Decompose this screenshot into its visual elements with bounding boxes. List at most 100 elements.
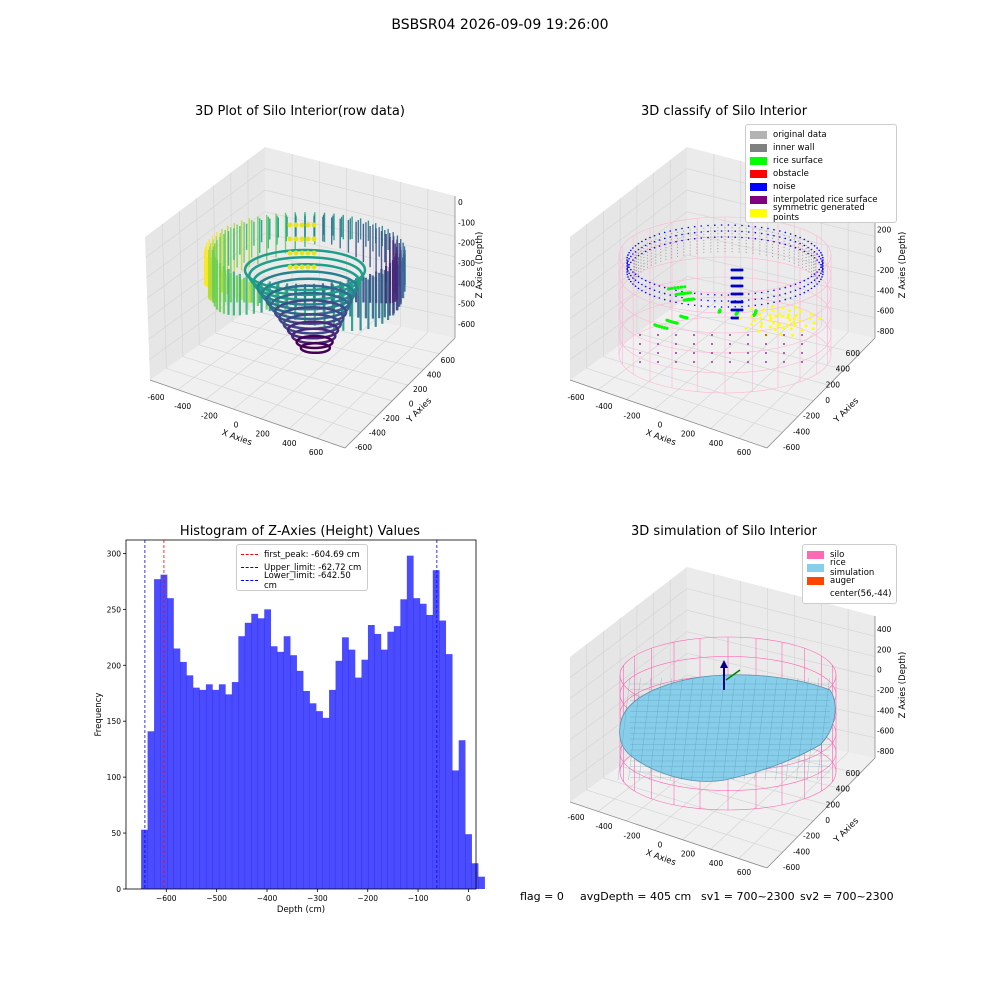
- grid-line: [569, 254, 688, 340]
- legend-swatch: [807, 576, 824, 585]
- z-tick-label: -400: [877, 286, 894, 295]
- noise-point: [741, 236, 743, 239]
- grid-line: [603, 356, 798, 417]
- z-tick-label: 0: [877, 246, 882, 255]
- noise-point: [818, 261, 820, 264]
- noise-point: [794, 295, 797, 298]
- y-axis-line: [766, 757, 876, 869]
- interpolated-point: [729, 334, 731, 336]
- noise-point: [628, 272, 630, 275]
- symmetric-point: [780, 314, 784, 318]
- legend-swatch: [807, 550, 824, 559]
- legend-entry: obstacle: [750, 167, 892, 180]
- plot-frame: [125, 539, 477, 890]
- rice-surface-point: [681, 291, 685, 296]
- noise-point: [693, 225, 696, 228]
- noise-point: [779, 242, 781, 244]
- noise-point: [641, 240, 643, 243]
- x-tick-label: −400: [257, 894, 278, 903]
- interpolated-point: [801, 334, 803, 336]
- noise-point: [740, 276, 744, 280]
- interpolated-point: [729, 343, 731, 345]
- noise-point: [821, 266, 823, 268]
- z-tick-label: -500: [458, 300, 475, 309]
- symmetric-point: [757, 329, 761, 333]
- x-tick-label: 400: [709, 439, 724, 448]
- noise-point: [803, 285, 806, 288]
- noise-point: [720, 306, 723, 308]
- noise-point: [644, 244, 647, 247]
- noise-point: [807, 289, 809, 292]
- noise-point: [810, 242, 813, 245]
- interpolated-point: [639, 361, 641, 363]
- symmetric-point: [793, 305, 797, 309]
- noise-point: [784, 292, 787, 295]
- noise-point: [675, 228, 677, 231]
- x-tick-label: -600: [567, 813, 584, 822]
- grid-line: [166, 367, 361, 433]
- y-tick-label: 200: [413, 385, 428, 394]
- z-tick-label: -600: [458, 320, 475, 329]
- noise-point: [700, 299, 703, 301]
- simulation-scene: [617, 636, 837, 811]
- grid-line: [569, 588, 688, 678]
- noise-point: [627, 276, 629, 278]
- symmetric-point: [789, 327, 793, 331]
- interpolated-point: [639, 352, 641, 354]
- legend-line: [241, 554, 258, 555]
- noise-point: [741, 224, 743, 227]
- raw-point: [293, 222, 299, 228]
- x-tick-label: 400: [282, 439, 297, 448]
- interpolated-point: [783, 352, 785, 354]
- noise-point: [767, 233, 769, 236]
- grid-line: [146, 189, 266, 279]
- histogram-bar: [329, 689, 336, 889]
- interpolated-point: [693, 361, 695, 363]
- histogram-axes: −600 −500 −400 −300 −200 −100 0 0 50 100 150 200 250…: [107, 549, 471, 903]
- noise-point: [813, 245, 816, 247]
- noise-point: [760, 303, 763, 306]
- noise-point: [813, 285, 816, 288]
- z-tick-label: -800: [877, 747, 894, 756]
- noise-point: [627, 270, 629, 272]
- noise-point: [626, 268, 628, 271]
- noise-point: [663, 237, 666, 240]
- noise-point: [807, 277, 809, 280]
- symmetric-point: [791, 333, 795, 337]
- noise-point: [794, 246, 797, 249]
- noise-point: [687, 232, 690, 235]
- noise-point: [820, 263, 822, 266]
- grid-line: [636, 332, 829, 386]
- interpolated-point: [657, 361, 659, 363]
- silo-wire-ring: [618, 316, 832, 394]
- symmetric-point: [738, 316, 742, 320]
- left-pane: [570, 147, 687, 380]
- grid-line: [603, 777, 798, 837]
- grid-line: [264, 189, 456, 237]
- noise-point: [641, 252, 643, 255]
- rice-surface-point: [662, 326, 666, 330]
- noise-point: [634, 273, 637, 276]
- symmetric-point: [758, 312, 762, 316]
- noise-point: [632, 271, 634, 273]
- tick-labels: -600 -400 -200 0 200 400 600 600 400 200 0 -200 -400…: [567, 205, 894, 457]
- noise-point: [822, 265, 824, 267]
- grid-line: [161, 224, 167, 369]
- noise-point: [714, 300, 716, 302]
- noise-point: [773, 301, 775, 304]
- noise-point: [693, 231, 696, 234]
- grid-line: [686, 276, 876, 319]
- legend-entry: center(56,-44): [807, 587, 892, 600]
- x-axis-line: [569, 379, 768, 449]
- noise-point: [784, 298, 787, 301]
- grid-line: [710, 326, 822, 429]
- histogram-bar: [367, 625, 375, 889]
- noise-point: [669, 236, 671, 238]
- legend-line: [241, 567, 258, 568]
- floor-pane: [150, 298, 455, 448]
- interpolated-point: [657, 343, 659, 345]
- noise-point: [727, 300, 730, 302]
- noise-point: [794, 289, 797, 292]
- x-tick-label: 200: [256, 430, 271, 439]
- mesh-line: [712, 677, 725, 781]
